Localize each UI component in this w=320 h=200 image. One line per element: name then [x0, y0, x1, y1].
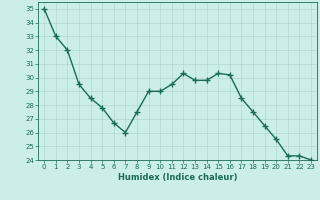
- X-axis label: Humidex (Indice chaleur): Humidex (Indice chaleur): [118, 173, 237, 182]
